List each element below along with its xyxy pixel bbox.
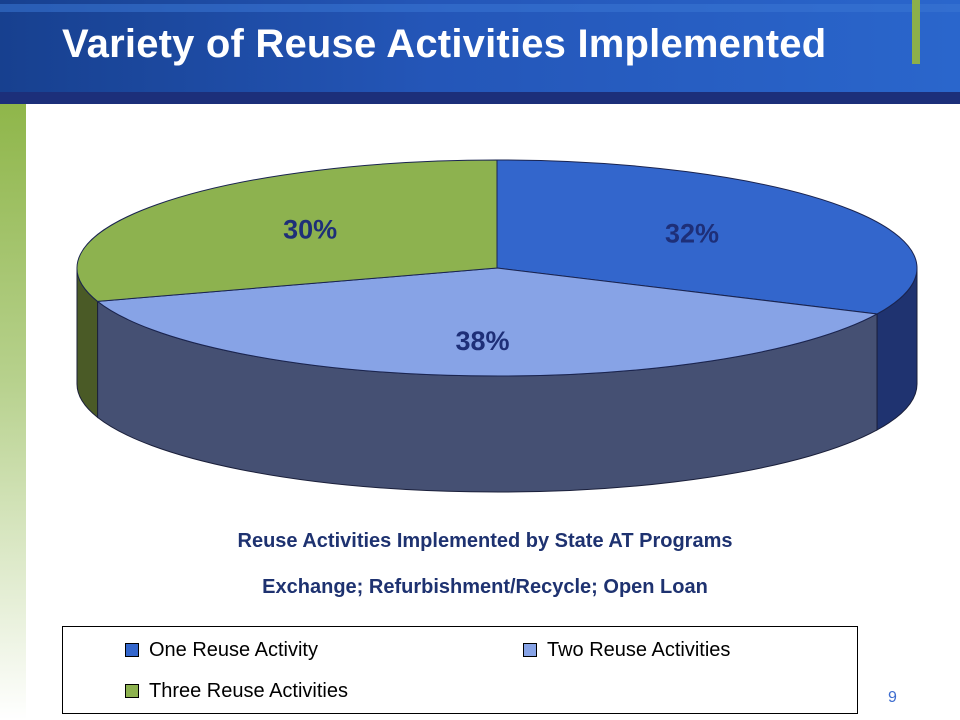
legend-label-one: One Reuse Activity	[149, 638, 318, 661]
chart-caption-line2: Exchange; Refurbishment/Recycle; Open Lo…	[262, 576, 708, 598]
pie-slice-three	[76, 159, 498, 302]
legend-swatch-two	[523, 643, 537, 657]
page-number: 9	[888, 689, 897, 706]
legend-swatch-one	[125, 643, 139, 657]
pie-label-one: 32%	[665, 218, 719, 248]
legend-item-one: One Reuse Activity	[125, 638, 318, 662]
pie-label-three: 30%	[283, 215, 337, 245]
legend-item-three: Three Reuse Activities	[125, 679, 348, 703]
legend-item-two: Two Reuse Activities	[523, 638, 730, 662]
title-band-light	[0, 4, 960, 12]
left-accent-stripe	[0, 104, 26, 720]
pie-slice-one	[496, 159, 918, 315]
slide-title: Variety of Reuse Activities Implemented	[62, 22, 827, 66]
chart-legend: One Reuse Activity Two Reuse Activities …	[62, 626, 858, 714]
legend-swatch-three	[125, 684, 139, 698]
pie-slice-two	[96, 267, 879, 377]
title-bar	[0, 0, 960, 92]
legend-label-two: Two Reuse Activities	[547, 638, 731, 661]
chart-caption-line1: Reuse Activities Implemented by State AT…	[237, 530, 733, 552]
pie-label-two: 38%	[455, 326, 509, 356]
title-band-dark	[0, 92, 960, 104]
title-accent-bar	[912, 0, 920, 64]
legend-label-three: Three Reuse Activities	[149, 679, 348, 702]
